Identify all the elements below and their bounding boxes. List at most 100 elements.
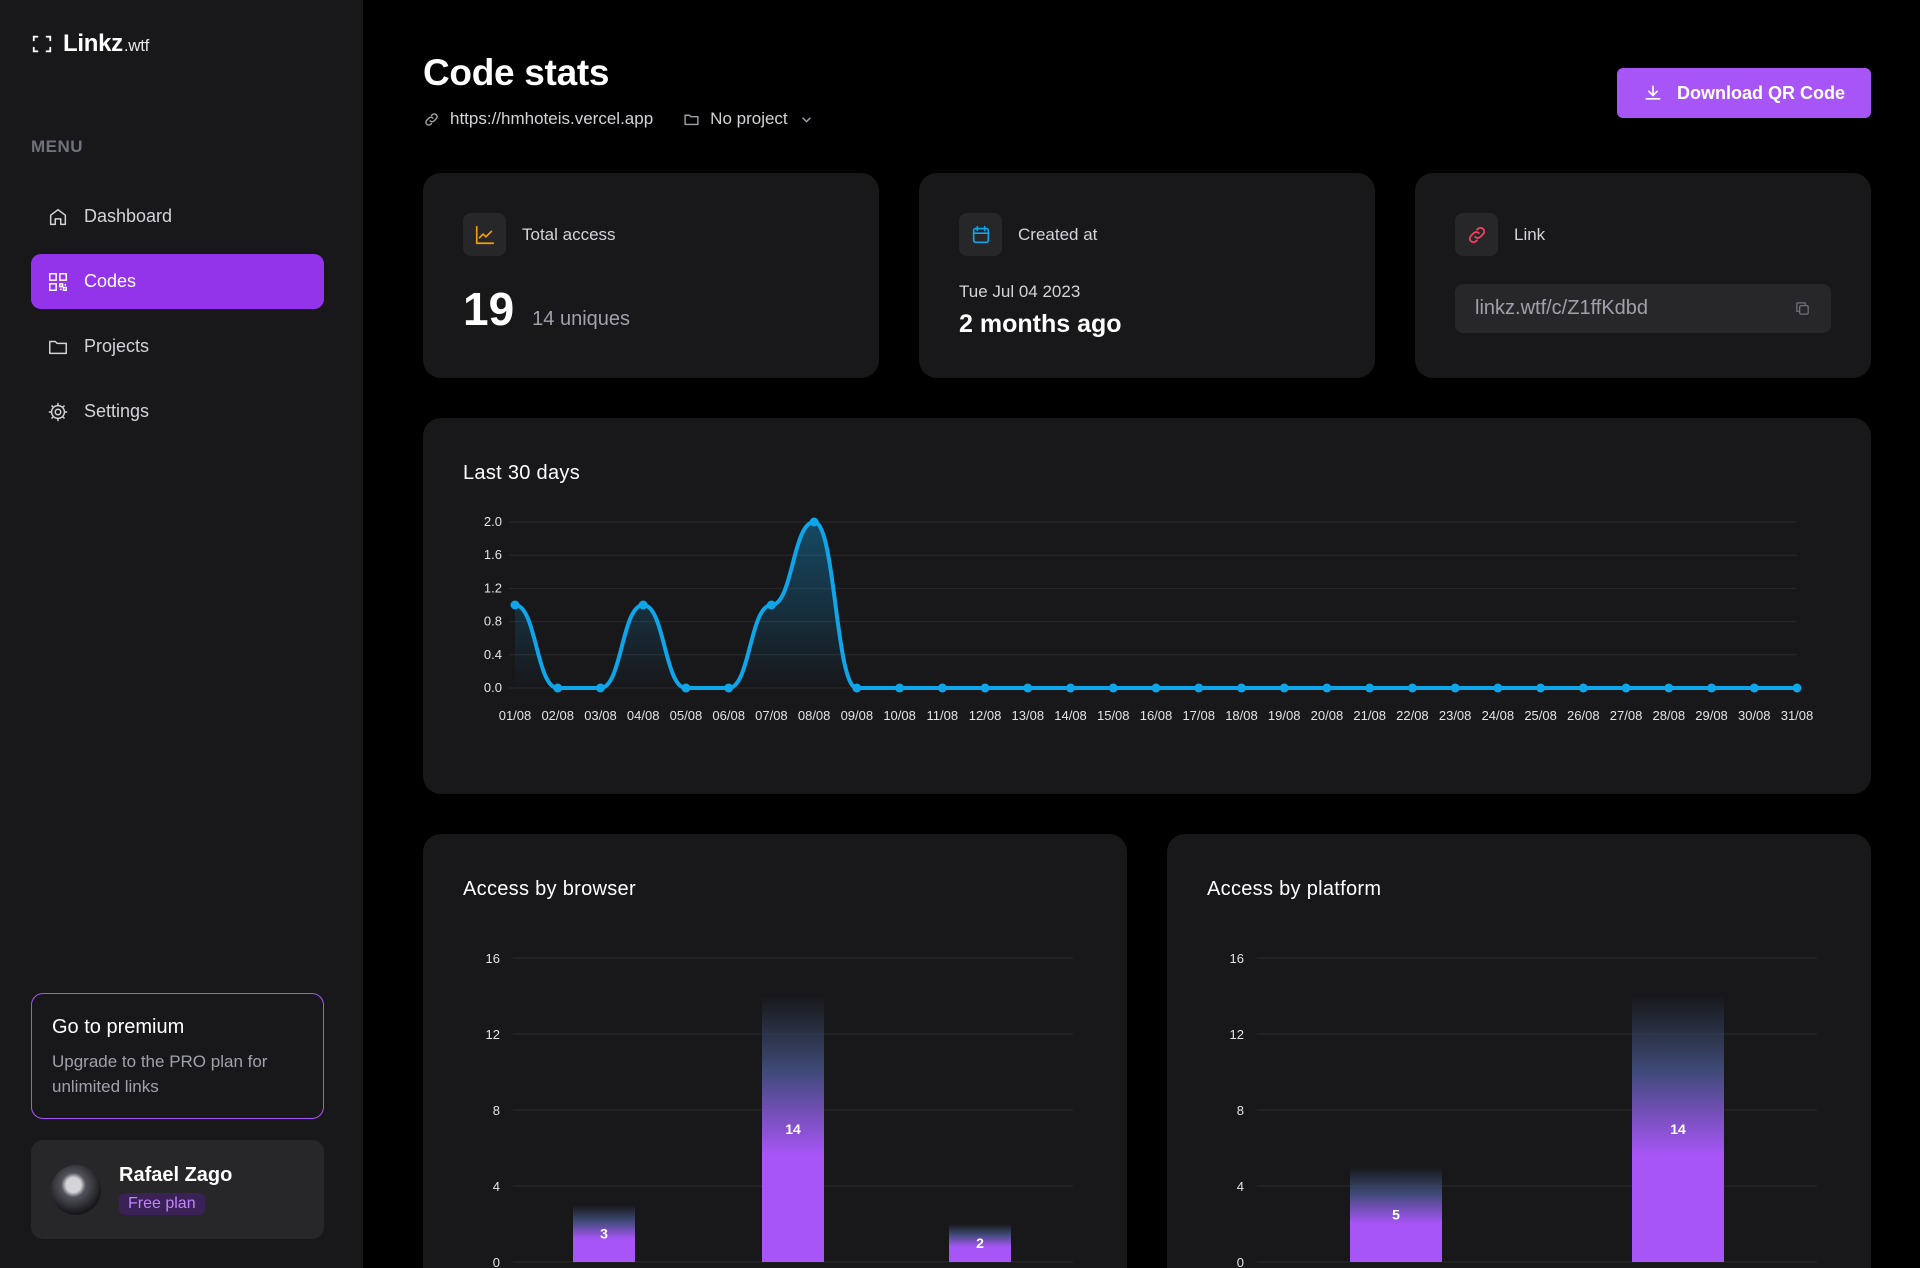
total-access-label: Total access: [522, 224, 616, 244]
x-tick-label: 27/08: [1610, 708, 1643, 723]
x-tick-label: 21/08: [1353, 708, 1386, 723]
y-tick-label: 0.8: [484, 614, 502, 629]
download-qr-button[interactable]: Download QR Code: [1617, 68, 1871, 118]
data-point: [1536, 683, 1546, 693]
x-tick-label: 23/08: [1439, 708, 1472, 723]
x-tick-label: 20/08: [1311, 708, 1344, 723]
link-card: Link linkz.wtf/c/Z1ffKdbd: [1415, 173, 1871, 378]
x-tick-label: 31/08: [1781, 708, 1814, 723]
y-tick-label: 2.0: [484, 514, 502, 529]
x-tick-label: 28/08: [1653, 708, 1686, 723]
copy-icon[interactable]: [1794, 300, 1811, 317]
x-tick-label: 19/08: [1268, 708, 1301, 723]
sidebar-item-projects[interactable]: Projects: [31, 319, 324, 374]
gear-icon: [48, 402, 68, 421]
x-tick-label: 22/08: [1396, 708, 1429, 723]
sidebar-nav: Dashboard Codes Projects Settings: [31, 189, 324, 449]
download-qr-label: Download QR Code: [1677, 82, 1845, 103]
y-tick-label: 16: [486, 951, 500, 966]
data-point: [1066, 683, 1076, 693]
browser-bar-chart: 0 4 8 12 16 3 14 2: [486, 951, 1073, 1268]
go-premium-card[interactable]: Go to premium Upgrade to the PRO plan fo…: [31, 993, 324, 1119]
access-by-browser-card: Access by browser 0 4 8 12 16 3 14 2: [423, 834, 1127, 1268]
data-point: [1749, 683, 1759, 693]
data-point: [1707, 683, 1717, 693]
menu-heading: MENU: [31, 137, 84, 156]
total-access-card: Total access 19 14 uniques: [423, 173, 879, 378]
app-name: Linkz.wtf: [63, 30, 150, 57]
link-icon: [1455, 213, 1498, 256]
data-point: [1365, 683, 1375, 693]
x-tick-label: 06/08: [712, 708, 745, 723]
x-tick-label: 09/08: [841, 708, 874, 723]
chart-line-icon: [463, 213, 506, 256]
link-label: Link: [1514, 224, 1546, 244]
chevron-down-icon[interactable]: [798, 111, 815, 128]
bar: [1632, 996, 1724, 1262]
data-point: [724, 683, 734, 693]
calendar-icon: [959, 213, 1002, 256]
y-tick-label: 1.6: [484, 547, 502, 562]
platform-bar-chart: 0 4 8 12 16 5 14: [1230, 951, 1817, 1268]
y-tick-label: 1.2: [484, 580, 502, 595]
data-point: [1023, 683, 1033, 693]
data-point: [1621, 683, 1631, 693]
data-point: [1194, 683, 1204, 693]
data-point: [1322, 683, 1332, 693]
x-tick-label: 04/08: [627, 708, 660, 723]
line-chart-title: Last 30 days: [463, 462, 581, 484]
sidebar-item-label: Dashboard: [84, 206, 173, 226]
created-relative: 2 months ago: [959, 310, 1122, 338]
access-by-platform-card: Access by platform 0 4 8 12 16 5 14: [1167, 834, 1871, 1268]
data-point: [895, 683, 905, 693]
created-at-label: Created at: [1018, 224, 1098, 244]
y-tick-label: 0.4: [484, 647, 502, 662]
x-tick-label: 25/08: [1524, 708, 1557, 723]
line-area-fill: [515, 522, 1797, 688]
premium-text: Upgrade to the PRO plan for unlimited li…: [52, 1052, 268, 1096]
data-point: [1450, 683, 1460, 693]
sidebar-item-label: Settings: [84, 401, 150, 421]
data-point: [510, 600, 520, 610]
user-card[interactable]: Rafael Zago Free plan: [31, 1140, 324, 1239]
sidebar-item-codes[interactable]: Codes: [31, 254, 324, 309]
sidebar-item-settings[interactable]: Settings: [31, 384, 324, 439]
project-select[interactable]: No project: [710, 109, 788, 128]
data-point: [1151, 683, 1161, 693]
data-point: [1578, 683, 1588, 693]
bar-value-label: 14: [785, 1121, 801, 1137]
line-chart: 0.0 0.4 0.8 1.2 1.6 2.0 01/08 02/08 03/08 04/08 05…: [484, 514, 1814, 723]
bar-value-label: 3: [600, 1226, 608, 1242]
x-tick-label: 12/08: [969, 708, 1002, 723]
data-point: [937, 683, 947, 693]
page-title: Code stats: [423, 52, 610, 93]
code-url[interactable]: https://hmhoteis.vercel.app: [450, 109, 654, 128]
y-tick-label: 4: [1237, 1179, 1244, 1194]
data-point: [1407, 683, 1417, 693]
y-tick-label: 12: [486, 1027, 500, 1042]
sidebar: Linkz.wtf MENU Dashboard Codes Projects …: [0, 0, 363, 1268]
sidebar-item-dashboard[interactable]: Dashboard: [31, 189, 324, 244]
data-point: [681, 683, 691, 693]
sidebar-item-label: Projects: [84, 336, 150, 356]
folder-icon: [684, 114, 699, 125]
x-tick-label: 14/08: [1054, 708, 1087, 723]
x-tick-label: 26/08: [1567, 708, 1600, 723]
x-tick-label: 17/08: [1182, 708, 1215, 723]
bar: [949, 1224, 1011, 1262]
series-line: [514, 520, 1797, 690]
y-tick-label: 12: [1230, 1027, 1244, 1042]
logo[interactable]: Linkz.wtf: [31, 30, 149, 58]
short-link-field[interactable]: linkz.wtf/c/Z1ffKdbd: [1455, 284, 1831, 333]
x-tick-label: 24/08: [1482, 708, 1515, 723]
qr-code-icon: [49, 272, 67, 291]
scan-frame-icon: [32, 35, 52, 53]
data-point: [1279, 683, 1289, 693]
x-tick-label: 30/08: [1738, 708, 1771, 723]
x-tick-label: 11/08: [927, 708, 959, 723]
sidebar-item-label: Codes: [84, 271, 137, 291]
x-tick-label: 13/08: [1012, 708, 1045, 723]
data-point: [1108, 683, 1118, 693]
download-icon: [1645, 85, 1661, 100]
home-icon: [49, 208, 67, 225]
